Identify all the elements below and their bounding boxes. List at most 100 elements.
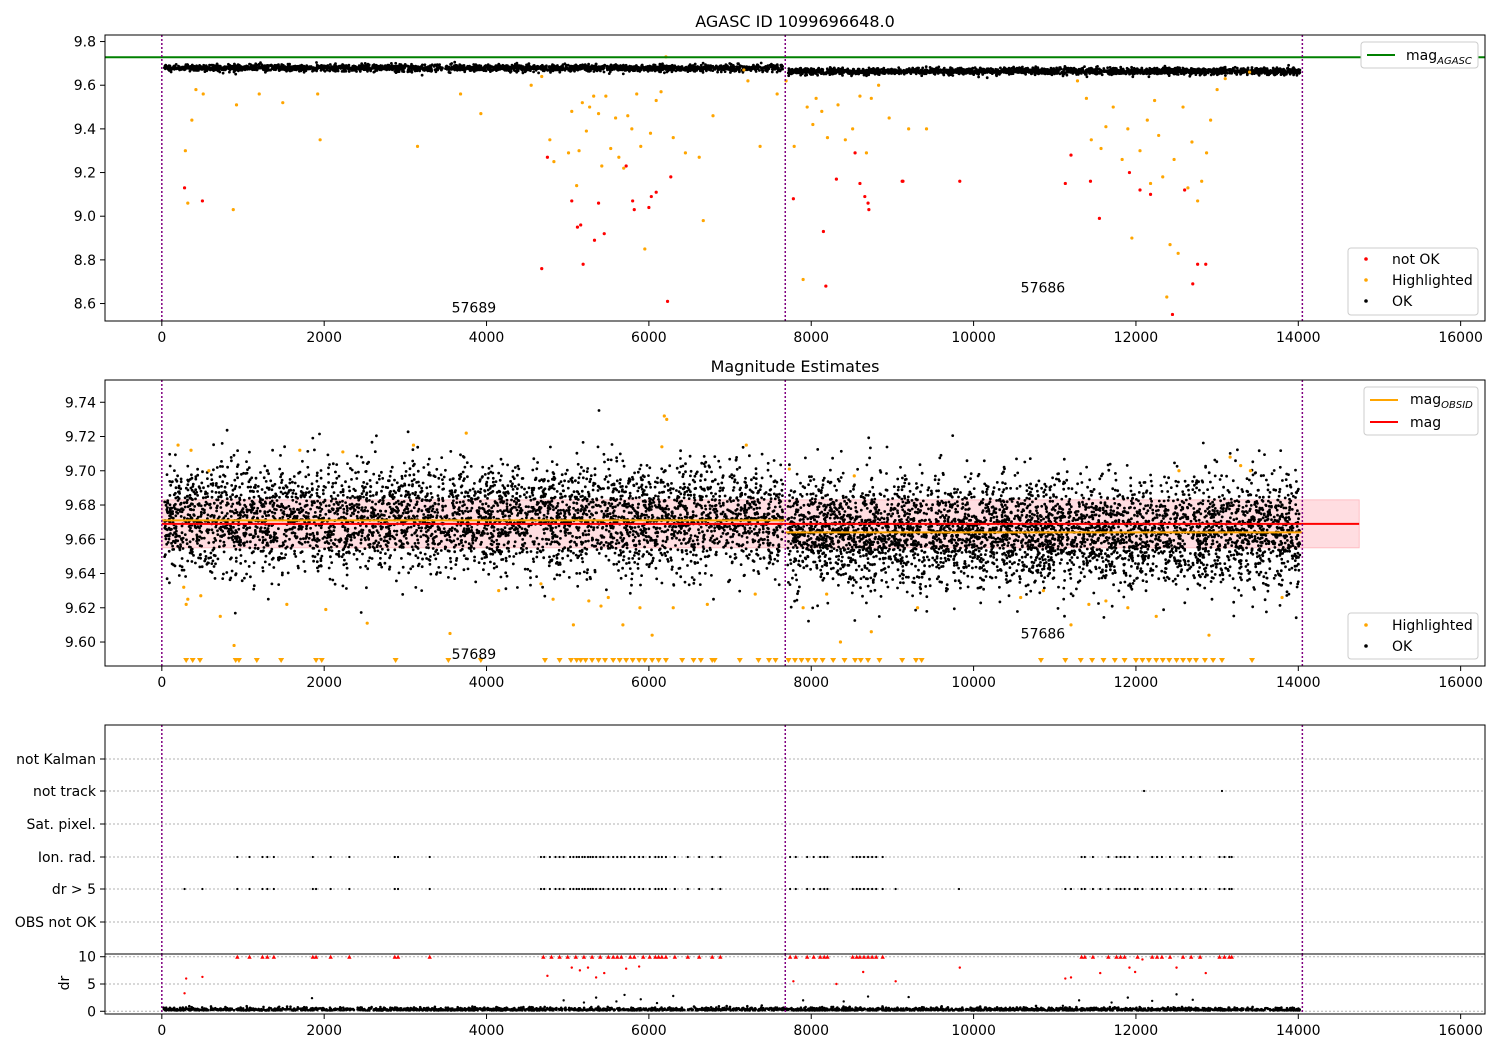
highlighted-point — [606, 595, 610, 600]
not-ok-point — [1196, 262, 1200, 266]
flag-point — [1128, 887, 1131, 891]
dr-y-axis: 0 5 10 — [78, 950, 105, 1020]
highlighted-point — [184, 602, 188, 606]
highlighted-point — [654, 98, 658, 103]
flag-point — [428, 887, 431, 891]
highlighted-point — [915, 606, 920, 610]
dr-capped-point — [597, 954, 603, 959]
flag-point — [1198, 855, 1202, 859]
agasc-legend-bottom: not OK Highlighted OK — [1347, 247, 1479, 316]
magnitude-estimates-legend-top: magOBSID mag — [1363, 386, 1479, 436]
flag-point — [638, 855, 641, 859]
dr-point — [1204, 971, 1207, 975]
highlighted-point — [697, 155, 701, 159]
dr-capped-point — [632, 954, 637, 959]
y-tick-label: 9.2 — [74, 166, 96, 182]
magnitude-estimates-title: Magnitude Estimates — [711, 357, 880, 376]
flag-point — [1230, 887, 1233, 891]
highlighted-point — [1228, 455, 1232, 459]
not-ok-point — [791, 197, 795, 201]
flag-point — [1168, 887, 1172, 891]
y-tick-label: 9.0 — [74, 209, 96, 225]
flag-point — [819, 887, 822, 891]
flag-point — [248, 887, 251, 891]
y-tick-label: 9.8 — [74, 35, 96, 51]
highlighted-legend-label: Highlighted — [1392, 273, 1473, 289]
highlighted-point — [1177, 469, 1181, 473]
magnitude-estimates-plot-area: 57689 57686 — [161, 380, 1360, 666]
highlighted-point — [1215, 87, 1219, 92]
highlighted-legend-marker — [1364, 278, 1368, 282]
flag-point — [1128, 855, 1131, 859]
clipped-highlight-marker — [556, 658, 563, 663]
flag-point — [871, 887, 874, 891]
flag-point — [623, 887, 626, 891]
clipped-highlight-marker — [196, 658, 203, 663]
dr-point — [1141, 958, 1144, 961]
flag-point — [595, 887, 598, 891]
y-tick-label: 9.70 — [65, 464, 96, 480]
flag-point — [1141, 887, 1144, 891]
agasc-x-axis: 0 2000 4000 6000 8000 10000 12000 14000 16000 — [157, 321, 1483, 346]
highlighted-point — [851, 127, 855, 131]
highlighted-point — [316, 92, 320, 96]
clipped-highlight-marker — [616, 658, 623, 663]
flag-point — [554, 887, 557, 891]
flag-point — [881, 855, 884, 859]
flag-point — [562, 887, 565, 891]
clipped-highlight-marker — [623, 658, 630, 663]
dr-point — [792, 980, 795, 983]
clipped-highlight-marker — [736, 658, 743, 663]
clipped-highlight-marker — [392, 658, 399, 663]
not-ok-point — [1127, 170, 1132, 175]
flag-point — [586, 887, 590, 891]
dr-capped-point — [804, 954, 810, 959]
flag-point — [1155, 887, 1159, 891]
dr-point — [1061, 1004, 1065, 1008]
flag-point — [858, 855, 862, 859]
highlighted-point — [825, 592, 829, 596]
highlighted-point — [1069, 623, 1073, 627]
dr-point — [546, 974, 549, 978]
highlighted-point — [1145, 118, 1149, 122]
flag-point — [201, 887, 204, 891]
dr-capped-point — [647, 954, 652, 959]
highlighted-point — [665, 417, 669, 421]
dr-point — [603, 971, 606, 975]
clipped-highlight-marker — [918, 658, 925, 663]
highlighted-point — [1157, 133, 1161, 138]
ok-point — [769, 64, 773, 69]
not-ok-legend-label: not OK — [1392, 252, 1440, 268]
flag-point — [248, 855, 251, 859]
not-ok-point — [1170, 312, 1175, 317]
highlighted-point — [1153, 98, 1157, 103]
ok-legend-label-2: OK — [1392, 639, 1413, 655]
highlighted-point — [801, 277, 805, 282]
flag-point — [543, 887, 546, 891]
clipped-highlight-marker — [445, 658, 452, 663]
clipped-highlight-marker — [1111, 658, 1118, 663]
dr-point — [1077, 999, 1081, 1002]
not-ok-point — [1069, 153, 1073, 157]
highlighted-point — [622, 166, 626, 170]
clipped-highlight-marker — [1037, 658, 1044, 663]
flag-point — [654, 855, 657, 859]
highlighted-point — [1186, 186, 1190, 190]
x-tick-label: 6000 — [631, 675, 667, 691]
highlighted-point — [635, 92, 639, 96]
highlighted-point — [497, 589, 501, 593]
dr-point — [1099, 971, 1102, 975]
obsid-label: 57689 — [452, 300, 497, 316]
highlighted-point — [609, 146, 613, 151]
dr-point — [801, 999, 805, 1002]
not-ok-point — [1191, 282, 1195, 286]
dr-capped-point — [1154, 954, 1160, 959]
flag-point — [1175, 887, 1178, 891]
flag-point — [548, 855, 551, 859]
flag-category-label: OBS not OK — [15, 915, 97, 931]
dr-point — [594, 996, 598, 999]
dr-point — [907, 995, 910, 999]
not-ok-point — [570, 199, 574, 203]
not-ok-point — [182, 186, 187, 190]
y-tick-label: 9.68 — [65, 498, 96, 514]
